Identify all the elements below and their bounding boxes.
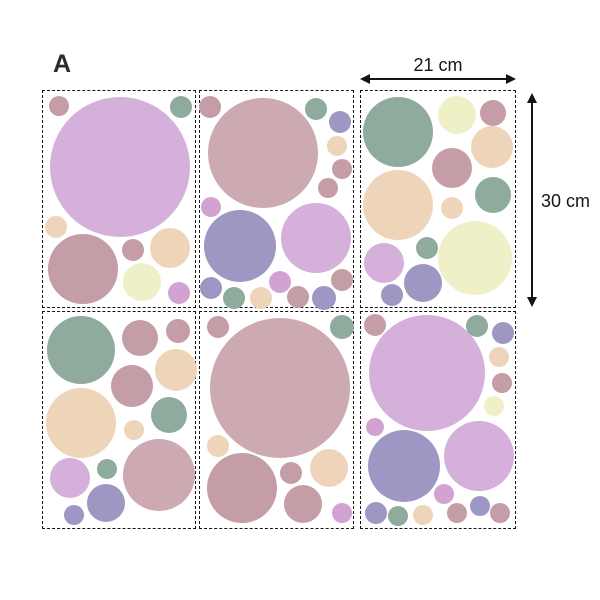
sticker-dot-mauve <box>199 96 221 118</box>
sticker-dot-lavender <box>492 322 514 344</box>
sticker-dot-lavender <box>381 284 403 306</box>
sticker-dot-plum <box>269 271 291 293</box>
sticker-dot-plum <box>366 418 384 436</box>
arrow-shaft <box>530 103 534 297</box>
sticker-dot-lavender <box>204 210 276 282</box>
sticker-dot-lavender <box>312 286 336 310</box>
sticker-dot-lilac <box>364 243 404 283</box>
sticker-dot-green <box>305 98 327 120</box>
sticker-dot-mauve <box>111 365 153 407</box>
sticker-dot-mauve <box>207 453 277 523</box>
sticker-dot-peach <box>150 228 190 268</box>
sticker-dot-lilac <box>369 315 485 431</box>
sticker-dot-mauve <box>492 373 512 393</box>
sticker-dot-mauve <box>432 148 472 188</box>
sticker-dot-peach <box>310 449 348 487</box>
width-dimension-label: 21 cm <box>413 55 463 75</box>
sticker-dot-mauve <box>49 96 69 116</box>
sticker-dot-peach <box>155 349 197 391</box>
sticker-dot-peach <box>471 126 513 168</box>
sticker-dot-peach <box>327 136 347 156</box>
sticker-dot-lavender <box>365 502 387 524</box>
sticker-dot-cream <box>438 221 512 295</box>
sticker-dot-mauve <box>122 320 158 356</box>
height-dimension-arrow <box>526 93 538 307</box>
sticker-dot-peach <box>489 347 509 367</box>
sticker-dot-lilac <box>281 203 351 273</box>
sticker-dot-mauve <box>490 503 510 523</box>
sticker-dot-mauve_light <box>210 318 350 458</box>
arrow-shaft <box>370 77 506 81</box>
arrowhead-down-icon <box>527 297 537 307</box>
sticker-dot-lilac <box>50 97 190 237</box>
sticker-dot-mauve <box>207 316 229 338</box>
sticker-dot-lavender <box>64 505 84 525</box>
height-dimension-label: 30 cm <box>541 191 591 211</box>
sticker-dot-peach <box>441 197 463 219</box>
sticker-dot-cream <box>438 96 476 134</box>
sticker-dot-peach <box>45 216 67 238</box>
sticker-dot-mauve <box>280 462 302 484</box>
sticker-dot-mauve <box>364 314 386 336</box>
sticker-dot-lavender <box>368 430 440 502</box>
sticker-dot-green <box>330 315 354 339</box>
sticker-dot-mauve <box>332 159 352 179</box>
sticker-dot-mauve_light <box>123 439 195 511</box>
sticker-dot-mauve_light <box>208 98 318 208</box>
sheet-2-outline <box>199 90 354 308</box>
sticker-dot-green <box>151 397 187 433</box>
sheet-4-outline <box>42 311 196 529</box>
sticker-dot-mauve <box>48 234 118 304</box>
sticker-dot-green <box>97 459 117 479</box>
sticker-dot-peach <box>46 388 116 458</box>
arrowhead-left-icon <box>360 74 370 84</box>
sticker-dot-green <box>388 506 408 526</box>
sticker-dot-green <box>223 287 245 309</box>
sticker-dot-mauve <box>166 319 190 343</box>
sticker-dot-lavender <box>404 264 442 302</box>
sheet-3-outline <box>360 90 516 308</box>
sticker-dot-plum <box>332 503 352 523</box>
sticker-dot-peach <box>250 287 272 309</box>
sticker-dot-plum <box>168 282 190 304</box>
sticker-dot-green <box>363 97 433 167</box>
sticker-dot-lavender <box>87 484 125 522</box>
arrowhead-right-icon <box>506 74 516 84</box>
sticker-dot-peach <box>207 435 229 457</box>
sticker-dot-green <box>475 177 511 213</box>
sticker-dot-peach <box>413 505 433 525</box>
sticker-dot-mauve <box>284 485 322 523</box>
sticker-dot-lilac <box>444 421 514 491</box>
sticker-dot-plum <box>201 197 221 217</box>
sticker-dot-mauve <box>447 503 467 523</box>
sticker-dot-lavender <box>200 277 222 299</box>
sticker-dot-mauve <box>318 178 338 198</box>
sticker-dot-cream <box>123 263 161 301</box>
sheet-6-outline <box>360 311 516 529</box>
sticker-dot-plum <box>434 484 454 504</box>
sticker-dot-mauve <box>287 286 309 308</box>
sticker-dot-lavender <box>329 111 351 133</box>
sticker-dot-green <box>170 96 192 118</box>
width-dimension-arrow <box>360 73 516 85</box>
sticker-dot-cream <box>484 396 504 416</box>
arrowhead-up-icon <box>527 93 537 103</box>
sticker-dot-green <box>466 315 488 337</box>
sticker-dot-mauve <box>480 100 506 126</box>
sticker-dot-mauve <box>122 239 144 261</box>
variant-label: A <box>53 50 72 78</box>
sticker-dot-peach <box>363 170 433 240</box>
sticker-dot-lavender <box>470 496 490 516</box>
sticker-dot-peach <box>124 420 144 440</box>
sheet-1-outline <box>42 90 196 308</box>
sticker-dot-green <box>47 316 115 384</box>
sticker-dot-mauve <box>331 269 353 291</box>
sheet-5-outline <box>199 311 354 529</box>
sticker-dot-green <box>416 237 438 259</box>
sticker-dot-lilac <box>50 458 90 498</box>
